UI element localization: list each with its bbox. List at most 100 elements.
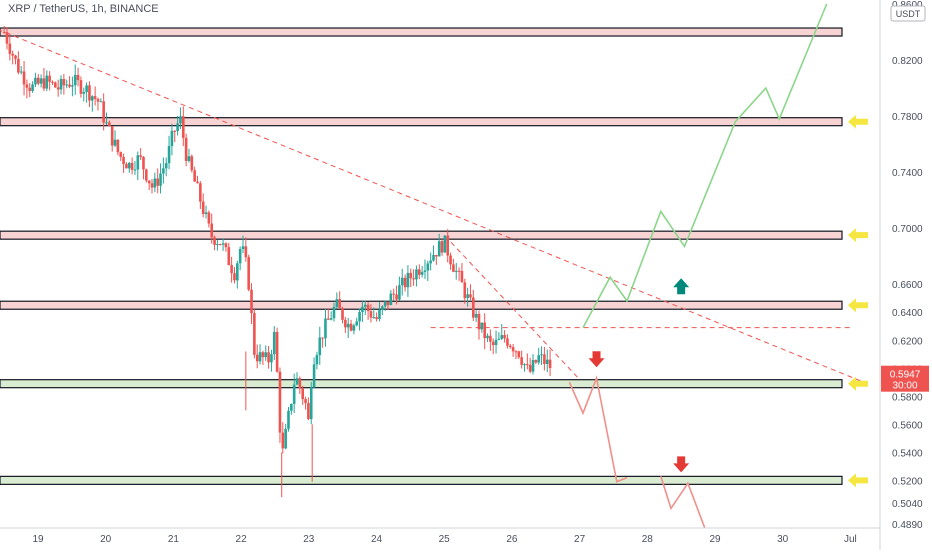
candle <box>375 317 378 320</box>
candle <box>312 364 316 388</box>
candle <box>363 304 367 307</box>
x-tick-label: 25 <box>439 534 451 545</box>
y-tick-label: 0.5400 <box>892 448 923 459</box>
candle <box>36 77 40 84</box>
candle <box>420 271 424 275</box>
candle <box>480 322 484 330</box>
candle <box>73 74 77 86</box>
candle <box>139 155 142 157</box>
candle <box>452 264 455 272</box>
candle <box>534 360 538 363</box>
candle <box>176 123 179 132</box>
candle <box>389 293 393 306</box>
bullish-scenario-path <box>582 3 828 328</box>
chart-title: XRP / TetherUS, 1h, BINANCE <box>6 3 161 15</box>
candle <box>65 84 69 86</box>
candle <box>250 289 253 314</box>
candle <box>264 352 268 358</box>
candle <box>31 84 34 91</box>
candle <box>378 309 381 320</box>
y-tick-label: 0.5040 <box>892 499 923 510</box>
candle <box>335 299 339 307</box>
marker-arrow-icon <box>848 376 868 391</box>
candle <box>8 43 12 54</box>
candle <box>85 85 88 93</box>
candle <box>469 294 472 298</box>
candle <box>409 272 413 279</box>
candle <box>199 183 202 202</box>
candle <box>173 130 177 132</box>
candle <box>267 352 270 363</box>
candle <box>136 155 140 170</box>
candle <box>110 126 114 146</box>
candle <box>127 162 131 169</box>
candle <box>346 323 350 328</box>
candle <box>321 337 324 339</box>
x-tick-label: 30 <box>777 534 789 545</box>
candle <box>108 122 111 127</box>
x-tick-label: 26 <box>506 534 518 545</box>
candle <box>162 168 165 174</box>
candle <box>258 352 262 362</box>
x-tick-label: 24 <box>371 534 383 545</box>
candle <box>412 278 415 280</box>
candle <box>403 277 407 288</box>
candle <box>309 387 313 420</box>
candle <box>486 335 489 339</box>
candle <box>19 71 23 73</box>
candle <box>71 85 74 87</box>
y-tick-label: 0.7400 <box>892 168 923 179</box>
x-tick-label: 29 <box>709 534 721 545</box>
candle <box>358 311 361 322</box>
candle <box>270 354 273 363</box>
zone-support-4 <box>0 379 843 389</box>
candle <box>489 335 492 342</box>
candle <box>224 243 228 248</box>
y-tick-label: 0.8200 <box>892 56 923 67</box>
candle <box>437 241 441 257</box>
candle <box>76 74 80 81</box>
candle <box>514 351 518 353</box>
candle <box>284 428 287 449</box>
candle <box>42 78 46 89</box>
candle <box>423 270 427 272</box>
candle <box>244 246 248 258</box>
candle <box>454 270 458 272</box>
candle <box>406 272 410 288</box>
bearish-scenario-path-2 <box>660 475 706 529</box>
arrow-up-icon <box>673 278 690 295</box>
x-tick-label: 27 <box>574 534 586 545</box>
marker-arrow-icon <box>848 473 868 488</box>
candle <box>230 265 233 274</box>
candle <box>503 335 506 339</box>
candle <box>537 355 541 363</box>
candle <box>90 96 94 101</box>
candle <box>204 212 208 214</box>
candle <box>241 246 245 250</box>
candle <box>298 378 302 389</box>
candle <box>221 243 225 245</box>
bearish-scenario-path <box>568 375 628 483</box>
candle <box>415 269 418 280</box>
candle <box>520 357 523 365</box>
candle <box>540 354 543 356</box>
candle <box>184 137 188 161</box>
candle <box>216 244 219 246</box>
x-tick-label: 23 <box>303 534 315 545</box>
candle <box>517 351 521 358</box>
candle <box>463 282 467 299</box>
x-tick-label: 20 <box>100 534 112 545</box>
candle <box>227 247 231 266</box>
candle <box>102 101 105 123</box>
candle <box>372 317 376 319</box>
candle <box>341 308 344 320</box>
candle <box>287 410 290 429</box>
candle <box>383 301 387 307</box>
candle <box>99 101 103 103</box>
candle <box>526 364 529 366</box>
candle <box>355 321 359 326</box>
candle <box>272 331 276 355</box>
candle <box>318 337 322 356</box>
candle <box>460 270 464 283</box>
